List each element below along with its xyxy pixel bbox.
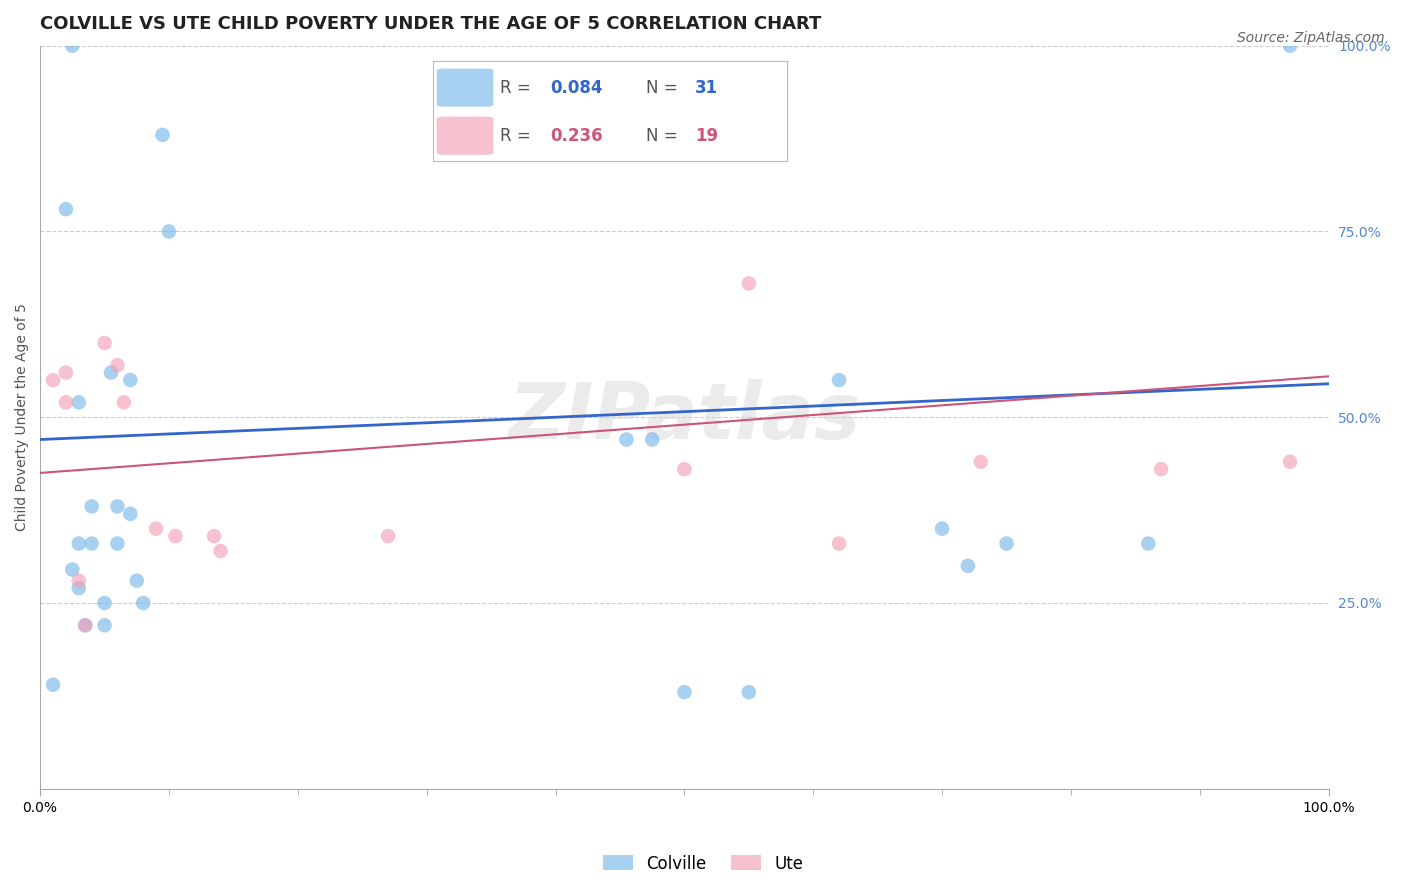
Point — [55, 366, 77, 380]
Point — [157, 224, 180, 238]
Point — [738, 277, 761, 291]
Point — [75, 618, 97, 632]
Point — [107, 536, 129, 550]
Point — [67, 536, 90, 550]
Point — [132, 596, 155, 610]
Point — [93, 335, 115, 350]
Point — [120, 507, 142, 521]
Text: COLVILLE VS UTE CHILD POVERTY UNDER THE AGE OF 5 CORRELATION CHART: COLVILLE VS UTE CHILD POVERTY UNDER THE … — [41, 15, 821, 33]
Point — [970, 455, 993, 469]
Point — [67, 574, 90, 588]
Point — [1137, 536, 1160, 550]
Point — [641, 433, 664, 447]
Point — [202, 529, 225, 543]
Point — [80, 536, 103, 550]
Point — [828, 536, 851, 550]
Point — [152, 128, 174, 142]
Point — [1278, 38, 1301, 53]
Point — [80, 500, 103, 514]
Point — [42, 678, 65, 692]
Point — [67, 581, 90, 595]
Point — [165, 529, 187, 543]
Point — [60, 38, 83, 53]
Point — [55, 395, 77, 409]
Point — [112, 395, 135, 409]
Point — [120, 373, 142, 387]
Text: ZIPatlas: ZIPatlas — [508, 379, 860, 455]
Point — [616, 433, 638, 447]
Point — [125, 574, 148, 588]
Point — [1278, 455, 1301, 469]
Legend: Colville, Ute: Colville, Ute — [596, 848, 810, 880]
Point — [995, 536, 1018, 550]
Point — [931, 522, 953, 536]
Point — [956, 558, 979, 573]
Point — [93, 596, 115, 610]
Point — [673, 685, 696, 699]
Point — [1150, 462, 1173, 476]
Y-axis label: Child Poverty Under the Age of 5: Child Poverty Under the Age of 5 — [15, 303, 30, 531]
Point — [93, 618, 115, 632]
Point — [209, 544, 232, 558]
Point — [60, 563, 83, 577]
Point — [100, 366, 122, 380]
Point — [828, 373, 851, 387]
Point — [738, 685, 761, 699]
Point — [107, 358, 129, 372]
Point — [75, 618, 97, 632]
Text: Source: ZipAtlas.com: Source: ZipAtlas.com — [1237, 31, 1385, 45]
Point — [673, 462, 696, 476]
Point — [67, 395, 90, 409]
Point — [377, 529, 399, 543]
Point — [107, 500, 129, 514]
Point — [145, 522, 167, 536]
Point — [55, 202, 77, 216]
Point — [42, 373, 65, 387]
